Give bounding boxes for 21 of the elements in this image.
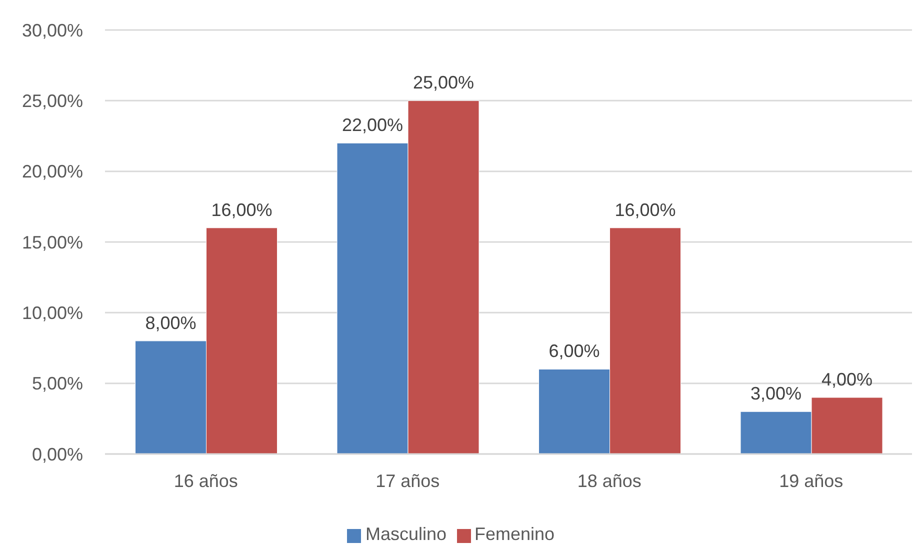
x-tick-label: 19 años (779, 470, 844, 491)
x-tick-label: 17 años (376, 470, 440, 491)
y-tick-label: 30,00% (22, 20, 83, 40)
data-label: 6,00% (548, 341, 600, 362)
y-tick-label: 25,00% (22, 91, 83, 112)
y-tick-label: 5,00% (32, 374, 83, 394)
data-label: 25,00% (412, 72, 474, 93)
legend-label: Masculino (365, 524, 446, 544)
y-tick-label: 20,00% (22, 162, 83, 182)
data-label: 16,00% (614, 200, 676, 220)
x-tick-label: 16 años (174, 470, 238, 491)
y-tick-label: 15,00% (22, 232, 83, 252)
data-label: 3,00% (750, 384, 802, 404)
y-tick-label: 0,00% (32, 444, 83, 464)
legend-label: Femenino (474, 524, 555, 544)
y-tick-label: 10,00% (22, 303, 83, 324)
data-label: 16,00% (211, 200, 272, 220)
data-label: 22,00% (342, 115, 404, 136)
x-tick-label: 18 años (577, 470, 642, 491)
data-label: 4,00% (821, 369, 873, 390)
data-label: 8,00% (145, 312, 196, 333)
